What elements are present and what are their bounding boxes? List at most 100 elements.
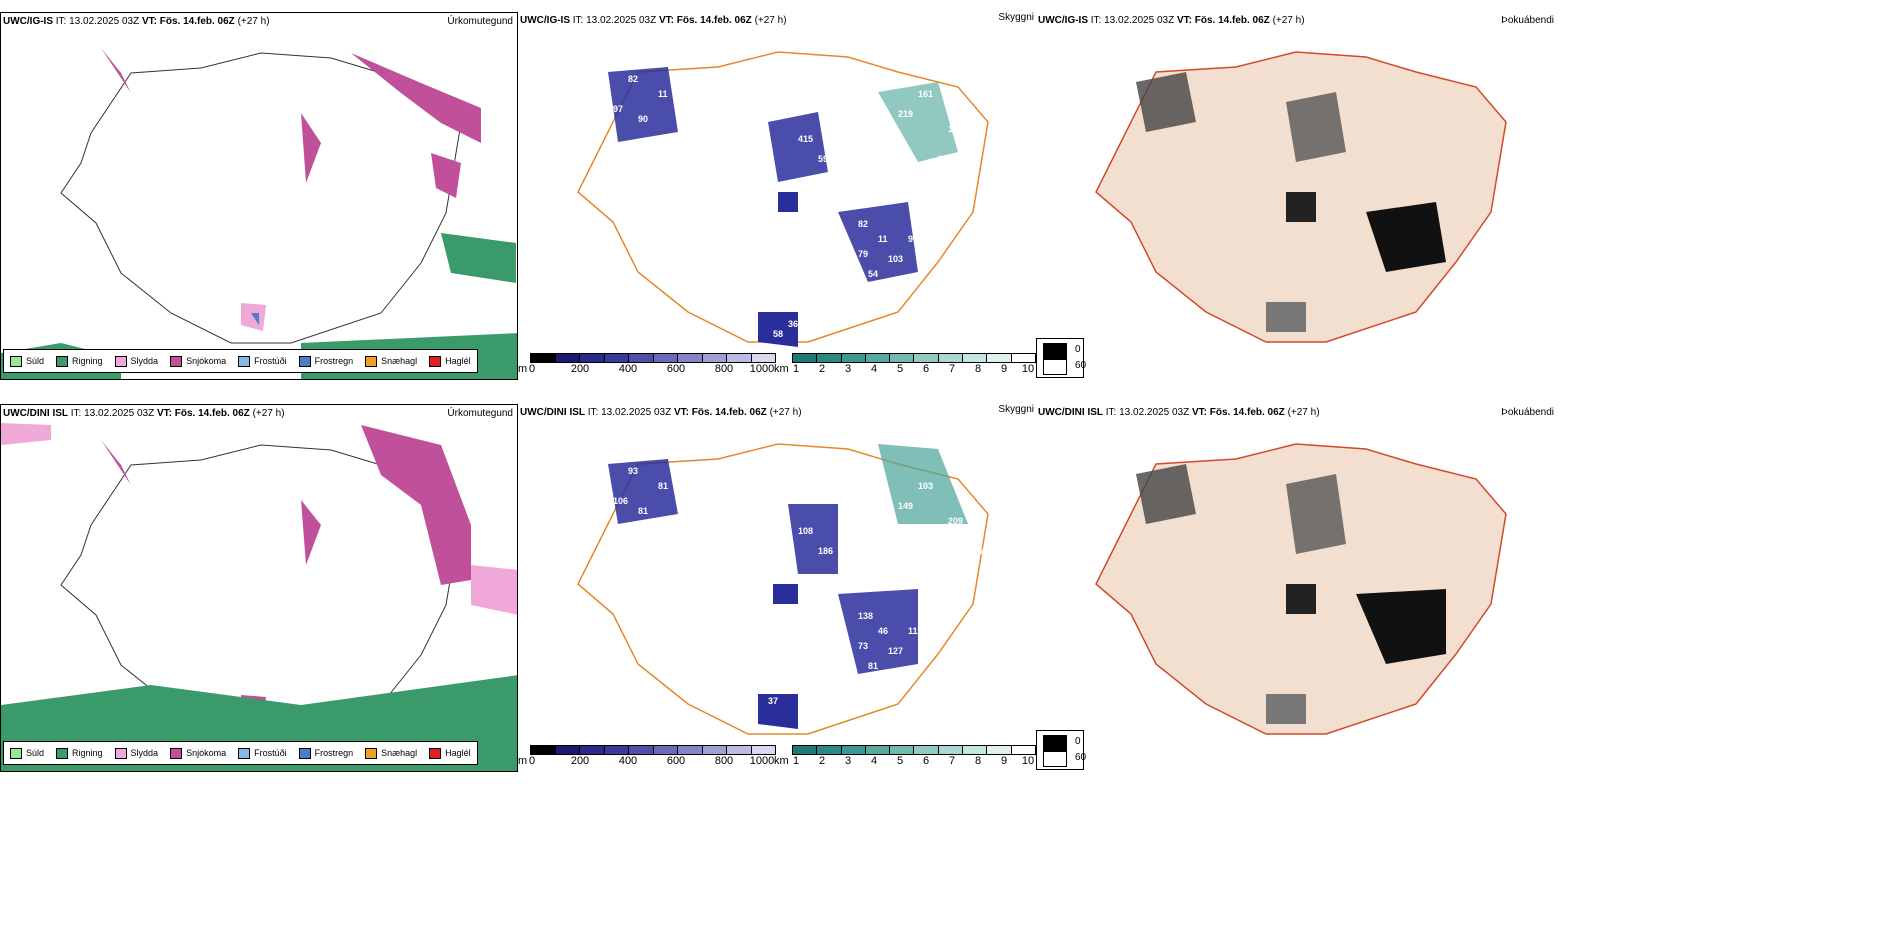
colorbar-tick: 6: [922, 755, 930, 767]
fog-scale-legend: 0 60: [1036, 730, 1086, 770]
visibility-value-label: 11: [878, 234, 888, 244]
panel-title: UWC/DINI ISL IT: 13.02.2025 03Z VT: Fös.…: [3, 408, 285, 419]
legend-item: Snjókoma: [170, 747, 226, 759]
colorbar-tick: 1000: [749, 363, 775, 375]
precip-map-canvas: [1, 423, 517, 771]
visibility-value-label: 127: [888, 646, 903, 656]
visibility-value-label: 161: [918, 89, 933, 99]
visibility-value-label: 182: [848, 491, 863, 501]
visibility-value-label: 377: [888, 154, 903, 164]
legend-swatch: [298, 747, 311, 759]
visibility-value-label: 96: [968, 154, 978, 164]
colorbar-tick: 200: [570, 755, 590, 767]
colorbar-tick: 4: [870, 755, 878, 767]
legend-swatch: [10, 355, 22, 367]
panel-label: Skyggni: [998, 12, 1034, 23]
panel-label: Þokuábendi: [1501, 407, 1554, 418]
visibility-value-label: 138: [858, 611, 873, 621]
visibility-value-label: 90: [638, 114, 648, 124]
legend-swatch: [238, 747, 251, 759]
colorbar-unit: km: [774, 363, 789, 375]
precip-map-canvas: [1, 48, 517, 379]
visibility-value-label: 58: [773, 329, 783, 339]
colorbar-unit: m: [518, 755, 528, 767]
fog-scale-white: [1043, 359, 1067, 375]
visibility-value-label: 93: [628, 466, 638, 476]
colorbar-tick: 600: [666, 363, 686, 375]
legend-swatch: [170, 747, 183, 759]
visibility-value-label: 82: [858, 219, 868, 229]
visibility-value-label: 79: [858, 249, 868, 259]
colorbar-tick: 3: [844, 363, 852, 375]
visibility-map-row2: 93 81 81 106 105 108 186 182 103 149 105 640 209 885 8…: [518, 404, 1036, 772]
precip-type-map-row2: UWC/DINI ISL IT: 13.02.2025 03Z VT: Fös.…: [0, 404, 518, 772]
fog-scale-black: [1043, 343, 1067, 359]
visibility-value-label: 105: [683, 511, 698, 521]
visibility-value-label: 97: [613, 104, 623, 114]
legend-item: Haglél: [429, 747, 471, 759]
visibility-value-label: 89: [788, 576, 798, 586]
legend-swatch: [56, 747, 69, 759]
colorbar-tick: 0: [528, 755, 536, 767]
colorbar-tick: 0: [528, 363, 536, 375]
visibility-value-label: 54: [868, 269, 878, 279]
visibility-value-label: 11: [658, 89, 668, 99]
colorbar-tick: 1: [792, 755, 800, 767]
visibility-value-label: 117: [818, 209, 833, 219]
fog-map-canvas: [1095, 51, 1507, 343]
colorbar-tick: 9: [1000, 363, 1008, 375]
visibility-value-label: 37: [768, 696, 778, 706]
legend-item: Súld: [10, 355, 44, 367]
legend-item: Rigning: [56, 747, 103, 759]
height-colorbar: m 0 200 400 600 800 1000: [518, 745, 776, 771]
colorbar-tick: 1: [792, 363, 800, 375]
visibility-value-label: 164: [928, 209, 943, 219]
colorbar-tick: 7: [948, 755, 956, 767]
legend-item: Frostúði: [238, 355, 287, 367]
visibility-value-label: 106: [613, 496, 628, 506]
colorbar-tick: 10: [1021, 755, 1035, 767]
height-colorbar: m 0 200 400 600 800 1000: [518, 353, 776, 379]
legend-item: Snæhagl: [365, 747, 417, 759]
colorbar-tick: 9: [1000, 755, 1008, 767]
legend-item: Frostregn: [298, 355, 353, 367]
visibility-map-row1: 82 11 90 97 121 415 59 120 161 219 377 26 128 96 184 13…: [518, 12, 1036, 380]
colorbar-tick: 800: [714, 755, 734, 767]
legend-item: Súld: [10, 747, 44, 759]
legend-swatch: [114, 747, 127, 759]
panel-label: Úrkomutegund: [447, 408, 513, 419]
fog-index-map-row2: UWC/DINI ISL IT: 13.02.2025 03Z VT: Fös.…: [1036, 404, 1556, 772]
legend-swatch: [170, 355, 183, 367]
precip-legend: Súld Rigning Slydda Snjókoma Frostúði Fr…: [3, 349, 478, 373]
colorbar-tick: 200: [570, 363, 590, 375]
legend-swatch: [429, 355, 442, 367]
colorbar-tick: 8: [974, 755, 982, 767]
colorbar-tick: 10: [1021, 363, 1035, 375]
visibility-value-label: 36: [788, 319, 798, 329]
visibility-map-canvas: 93 81 81 106 105 108 186 182 103 149 105 640 209 885 8…: [577, 443, 989, 735]
precip-type-map-row1: UWC/IG-IS IT: 13.02.2025 03Z VT: Fös. 14…: [0, 12, 518, 380]
visibility-colorbar: km 1 2 3 4 5 6 7 8 9 10: [774, 745, 1036, 771]
colorbar-tick: 400: [618, 755, 638, 767]
legend-swatch: [10, 747, 22, 759]
panel-title: UWC/DINI ISL IT: 13.02.2025 03Z VT: Fös.…: [1038, 407, 1320, 418]
legend-swatch: [56, 355, 69, 367]
legend-item: Snæhagl: [365, 355, 417, 367]
colorbar-tick: 4: [870, 363, 878, 375]
legend-swatch: [298, 355, 311, 367]
fog-map-canvas: [1095, 443, 1507, 735]
visibility-value-label: 81: [868, 661, 878, 671]
visibility-value-label: 121: [683, 119, 698, 129]
colorbar-tick: 3: [844, 755, 852, 767]
visibility-value-label: 415: [798, 134, 813, 144]
colorbar-tick: 2: [818, 755, 826, 767]
visibility-value-label: 46: [878, 626, 888, 636]
colorbar-tick: 5: [896, 755, 904, 767]
legend-item: Frostregn: [298, 747, 353, 759]
visibility-value-label: 149: [898, 501, 913, 511]
colorbar-unit: km: [774, 755, 789, 767]
visibility-value-label: 99: [838, 566, 848, 576]
visibility-value-label: 16: [918, 194, 928, 204]
visibility-map-canvas: 82 11 90 97 121 415 59 120 161 219 377 26 128 96 184 13…: [577, 51, 989, 347]
panel-label: Úrkomutegund: [447, 16, 513, 27]
